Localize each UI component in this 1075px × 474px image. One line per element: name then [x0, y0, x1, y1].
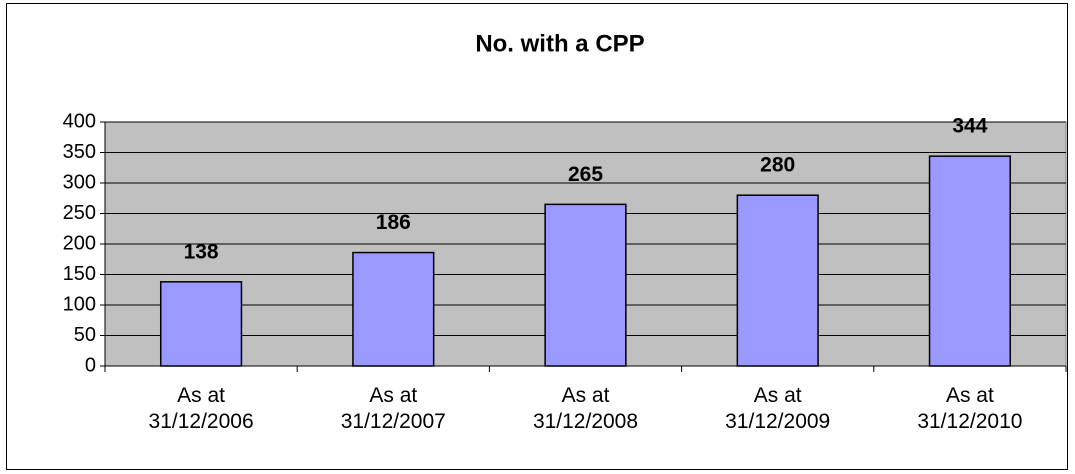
x-tick-label: As at 31/12/2010 — [917, 384, 1023, 433]
y-tick-label: 250 — [63, 202, 96, 224]
x-tick-label: As at 31/12/2006 — [148, 384, 254, 433]
y-tick-label: 100 — [63, 293, 96, 315]
y-tick-label: 50 — [74, 324, 96, 346]
bar — [928, 155, 1012, 367]
x-tick-label: As at 31/12/2007 — [340, 384, 446, 433]
y-tick-label: 350 — [63, 141, 96, 163]
bar — [159, 281, 243, 367]
bar — [544, 203, 627, 367]
data-label: 265 — [568, 163, 603, 186]
y-tick-label: 400 — [63, 110, 96, 132]
chart-title: No. with a CPP — [475, 30, 644, 57]
bar — [736, 194, 819, 367]
bar — [352, 251, 435, 367]
y-tick-label: 150 — [63, 263, 96, 285]
y-tick-label: 200 — [63, 232, 96, 254]
data-label: 186 — [376, 211, 411, 234]
y-tick-label: 300 — [63, 171, 96, 193]
data-label: 280 — [760, 154, 795, 177]
x-tick-label: As at 31/12/2009 — [725, 384, 831, 433]
data-label: 138 — [184, 240, 219, 263]
data-label: 344 — [952, 115, 987, 138]
x-tick-label: As at 31/12/2008 — [532, 384, 639, 433]
y-tick-label: 0 — [85, 354, 96, 376]
